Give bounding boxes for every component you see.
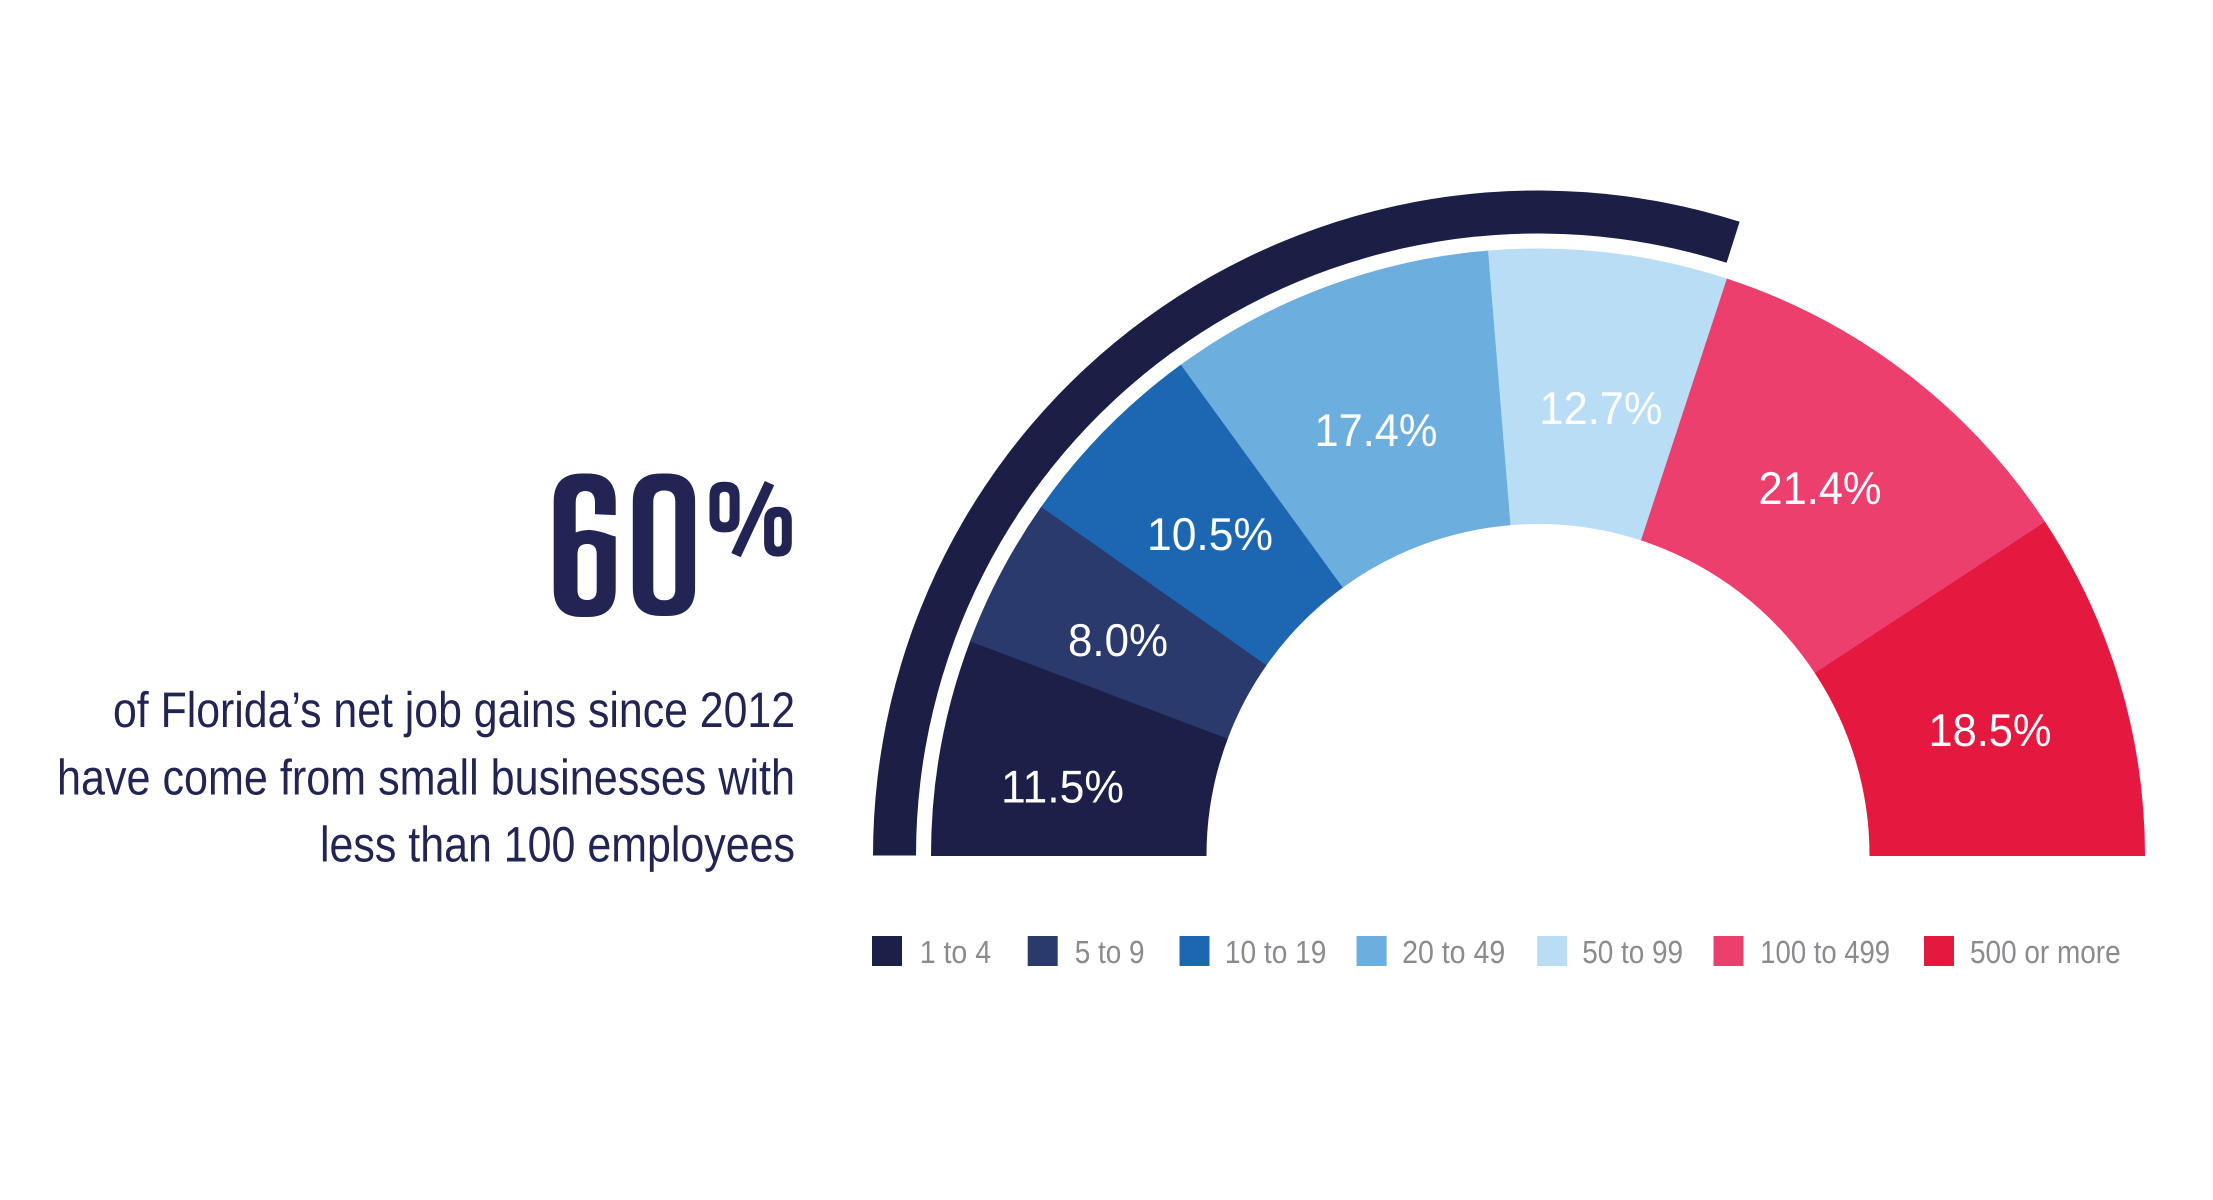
- svg-text:less than 100 employees: less than 100 employees: [320, 817, 795, 873]
- svg-text:10.5%: 10.5%: [1147, 508, 1273, 560]
- svg-text:have come from small businesse: have come from small businesses with: [57, 749, 795, 805]
- svg-text:1 to 4: 1 to 4: [920, 934, 991, 970]
- svg-text:18.5%: 18.5%: [1929, 704, 2052, 756]
- svg-text:of Florida’s net job gains sin: of Florida’s net job gains since 2012: [113, 682, 795, 738]
- svg-text:12.7%: 12.7%: [1540, 382, 1663, 434]
- svg-text:5 to 9: 5 to 9: [1075, 934, 1145, 970]
- svg-text:21.4%: 21.4%: [1759, 462, 1882, 514]
- svg-text:10 to 19: 10 to 19: [1225, 934, 1327, 970]
- svg-text:20 to 49: 20 to 49: [1402, 934, 1505, 970]
- svg-text:500 or more: 500 or more: [1970, 934, 2121, 970]
- svg-text:8.0%: 8.0%: [1068, 614, 1168, 666]
- svg-text:17.4%: 17.4%: [1315, 404, 1438, 456]
- svg-text:11.5%: 11.5%: [1001, 761, 1124, 813]
- svg-text:50 to 99: 50 to 99: [1582, 934, 1683, 970]
- svg-text:100 to 499: 100 to 499: [1760, 934, 1890, 970]
